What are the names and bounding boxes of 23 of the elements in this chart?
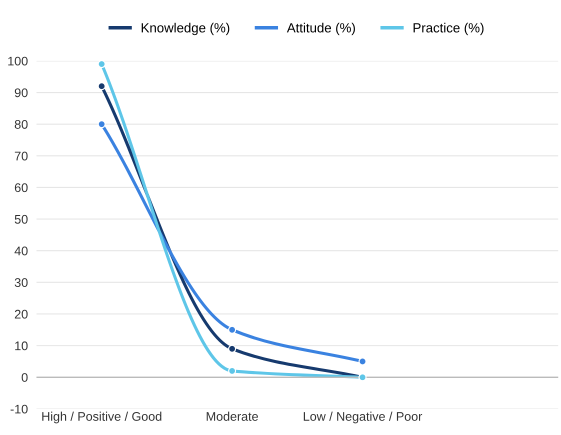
- legend-label: Attitude (%): [286, 22, 355, 36]
- y-tick-label: 10: [15, 341, 28, 350]
- y-tick-label: 20: [14, 310, 28, 319]
- y-tick-label: 80: [14, 120, 28, 129]
- legend-label: Knowledge (%): [142, 22, 230, 36]
- y-tick-label: 100: [8, 56, 28, 66]
- point: [98, 60, 106, 68]
- x-tick-label: Low / Negative / Poor: [304, 412, 422, 424]
- y-tick-label: 30: [14, 278, 28, 288]
- point: [98, 120, 106, 128]
- y-tick-label: 0: [22, 373, 28, 382]
- y-tick-label: 40: [14, 246, 28, 256]
- y-tick-label: 70: [14, 152, 28, 160]
- x-tick-label: Moderate: [206, 412, 258, 421]
- y-tick-label: 60: [14, 183, 28, 192]
- y-tick-label: 50: [14, 214, 28, 224]
- x-tick-label: High / Positive / Good: [42, 412, 162, 424]
- point: [98, 82, 106, 90]
- point: [228, 344, 236, 353]
- point: [228, 326, 236, 334]
- legend-label: Practice (%): [414, 22, 484, 36]
- y-tick-label: -10: [10, 404, 28, 414]
- y-tick-label: 90: [14, 88, 28, 98]
